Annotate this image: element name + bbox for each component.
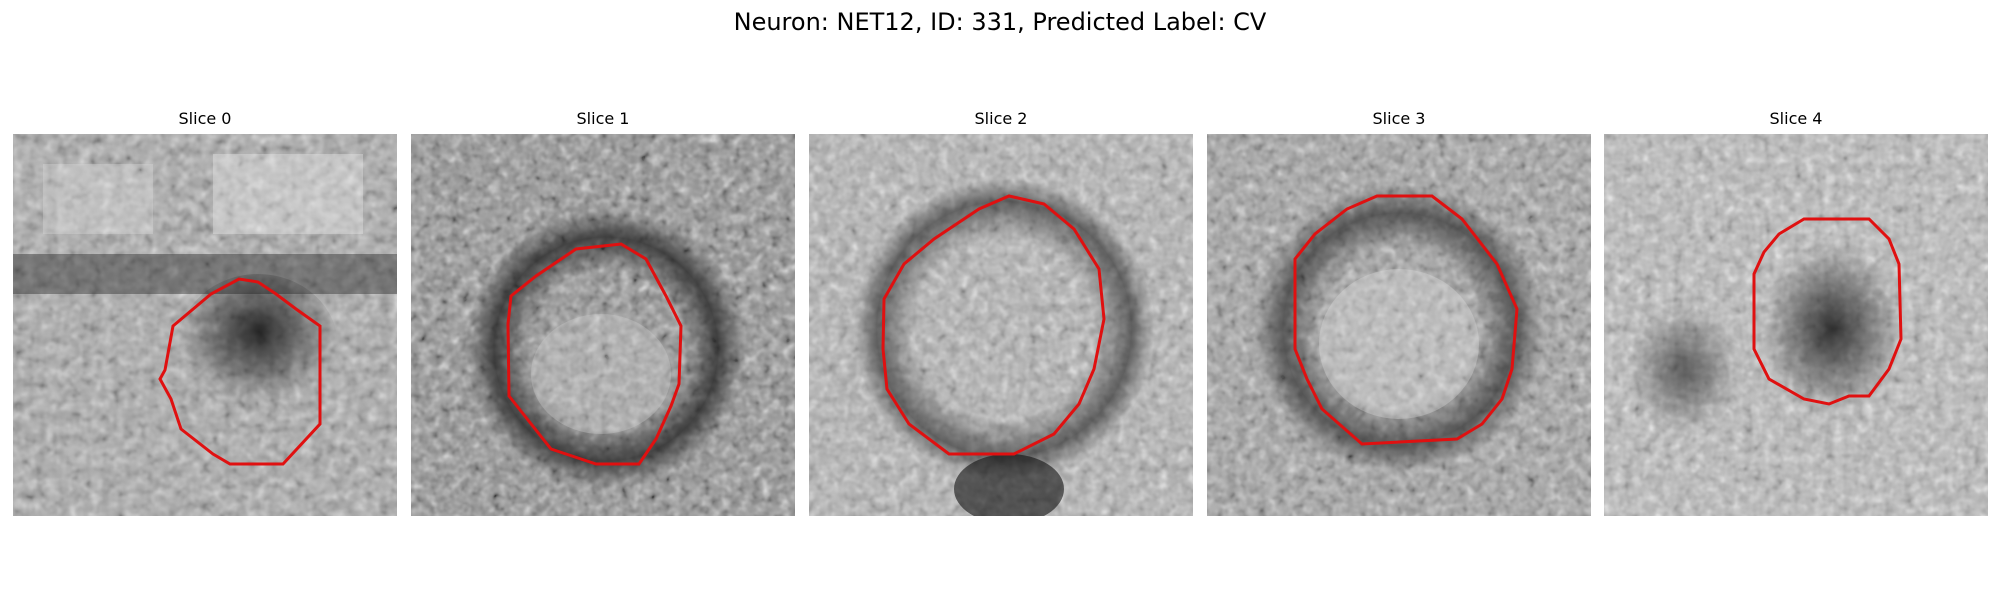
panel-title-slice-0: Slice 0	[178, 109, 232, 128]
slice-image-3	[1207, 134, 1591, 516]
panel-title-slice-2: Slice 2	[974, 109, 1028, 128]
panel-title-slice-1: Slice 1	[576, 109, 630, 128]
slice-image-0	[13, 134, 397, 516]
slice-image-2	[809, 134, 1193, 516]
slice-image-1	[411, 134, 795, 516]
slice-image-4	[1604, 134, 1988, 516]
panel-title-slice-4: Slice 4	[1769, 109, 1823, 128]
cell-contour-4	[1752, 217, 1903, 406]
cell-contour-0	[158, 277, 322, 466]
cell-contour-2	[881, 194, 1106, 456]
cell-contour-1	[506, 242, 683, 466]
figure-title: Neuron: NET12, ID: 331, Predicted Label:…	[733, 8, 1267, 36]
cell-contour-3	[1293, 194, 1519, 446]
panel-title-slice-3: Slice 3	[1372, 109, 1426, 128]
